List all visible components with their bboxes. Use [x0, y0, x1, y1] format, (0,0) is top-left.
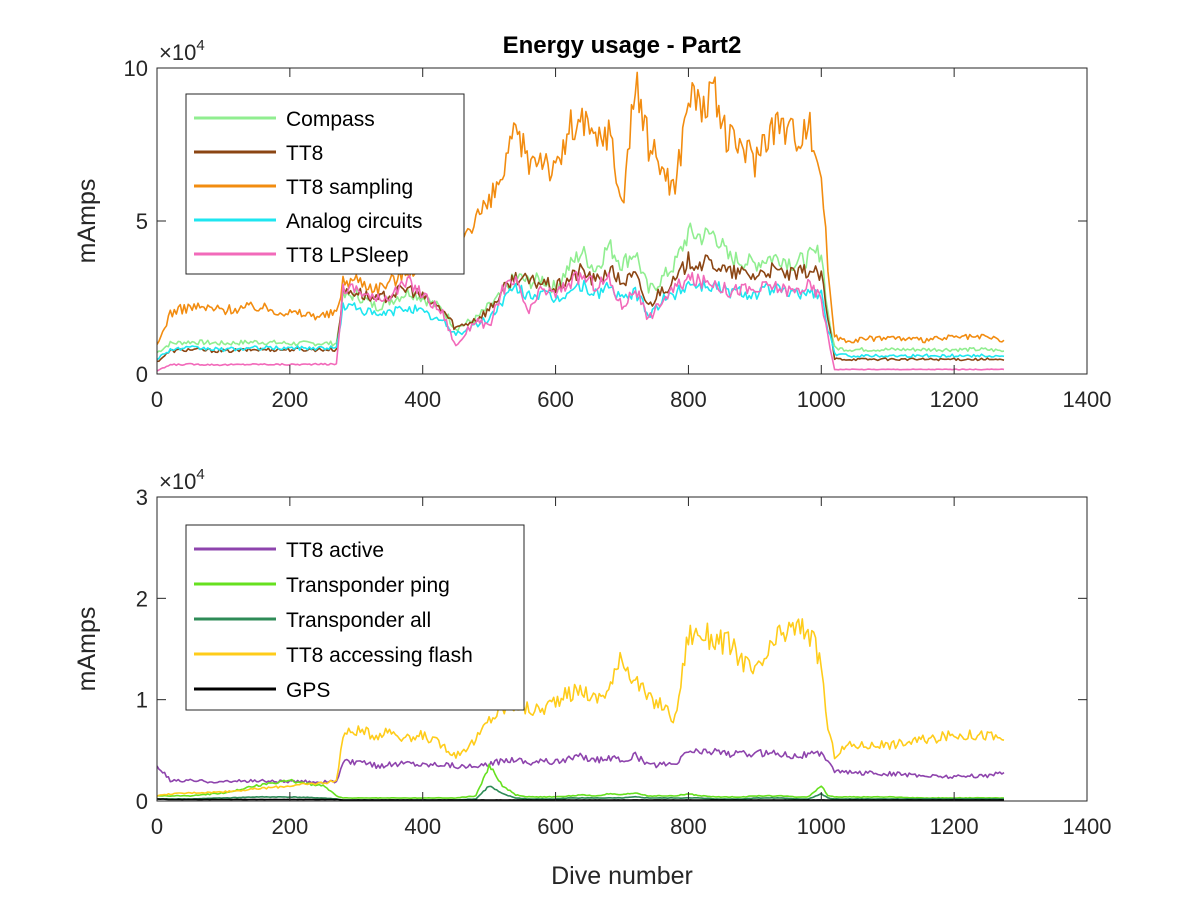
bottom-series-group	[157, 618, 1005, 801]
legend-label-tt8-accessing-flash: TT8 accessing flash	[286, 644, 473, 667]
top-panel: 0 200 400 600 800 1000 1200 1400 0 5 10 ×104 mAmps Co…	[73, 37, 1111, 412]
legend-label-transponder-all: Transponder all	[286, 609, 431, 632]
bottom-x-tick-label: 800	[670, 814, 707, 839]
legend-label-tt8-active: TT8 active	[286, 539, 384, 562]
legend-label-tt8-sampling: TT8 sampling	[286, 176, 413, 199]
legend-label-gps: GPS	[286, 679, 330, 702]
bottom-x-tick-label: 0	[151, 814, 163, 839]
bottom-y-exponent: ×104	[159, 466, 205, 494]
top-x-tick-label: 1400	[1063, 387, 1112, 412]
top-x-tick-label: 200	[271, 387, 308, 412]
bottom-y-tick-label: 2	[136, 586, 148, 611]
top-series-compass	[157, 222, 1005, 354]
top-series-group	[157, 71, 1005, 372]
bottom-y-tick-label: 1	[136, 688, 148, 713]
bottom-y-axis-label: mAmps	[73, 607, 101, 692]
bottom-panel: 0 200 400 600 800 1000 1200 1400 0 1 2 3 ×104 mAmps TT…	[73, 466, 1111, 839]
bottom-axes-box	[156, 496, 1088, 802]
bottom-series-tt8-active	[157, 747, 1005, 785]
top-y-tick-label: 10	[124, 56, 148, 81]
top-x-tick-label: 1000	[797, 387, 846, 412]
bottom-series-gps	[157, 798, 1005, 801]
bottom-y-tick-label: 0	[136, 789, 148, 814]
top-x-tick-label: 0	[151, 387, 163, 412]
top-x-tick-label: 600	[537, 387, 574, 412]
bottom-y-tick-label: 3	[136, 485, 148, 510]
bottom-x-tick-label: 1000	[797, 814, 846, 839]
legend-label-tt8: TT8	[286, 142, 323, 165]
bottom-x-tick-label: 1400	[1063, 814, 1112, 839]
bottom-legend: TT8 active Transponder ping Transponder al…	[185, 524, 525, 711]
top-series-analog-circuits	[157, 279, 1005, 361]
top-x-tick-label: 800	[670, 387, 707, 412]
legend-label-compass: Compass	[286, 108, 375, 131]
bottom-series-tt8-accessing-flash	[157, 618, 1005, 797]
top-y-axis-label: mAmps	[73, 179, 101, 264]
top-y-tick-label: 0	[136, 362, 148, 387]
top-y-tick-label: 5	[136, 209, 148, 234]
legend-label-transponder-ping: Transponder ping	[286, 574, 450, 597]
legend-label-tt8-lpsleep: TT8 LPSleep	[286, 244, 409, 267]
figure-title: Energy usage - Part2	[503, 32, 742, 59]
bottom-x-tick-label: 400	[404, 814, 441, 839]
top-series-tt8-lpsleep	[157, 271, 1005, 372]
top-x-tick-label: 400	[404, 387, 441, 412]
top-y-exponent: ×104	[159, 37, 205, 65]
top-series-tt8-sampling	[157, 71, 1005, 345]
bottom-series-transponder-ping	[157, 763, 1005, 800]
legend-label-analog-circuits: Analog circuits	[286, 210, 423, 233]
bottom-x-tick-label: 600	[537, 814, 574, 839]
top-x-tick-label: 1200	[930, 387, 979, 412]
x-axis-label: Dive number	[551, 862, 693, 890]
top-legend: Compass TT8 TT8 sampling Analog circuits TT8…	[185, 93, 465, 275]
bottom-x-tick-label: 1200	[930, 814, 979, 839]
bottom-x-tick-label: 200	[271, 814, 308, 839]
bottom-series-transponder-all	[157, 785, 1005, 801]
